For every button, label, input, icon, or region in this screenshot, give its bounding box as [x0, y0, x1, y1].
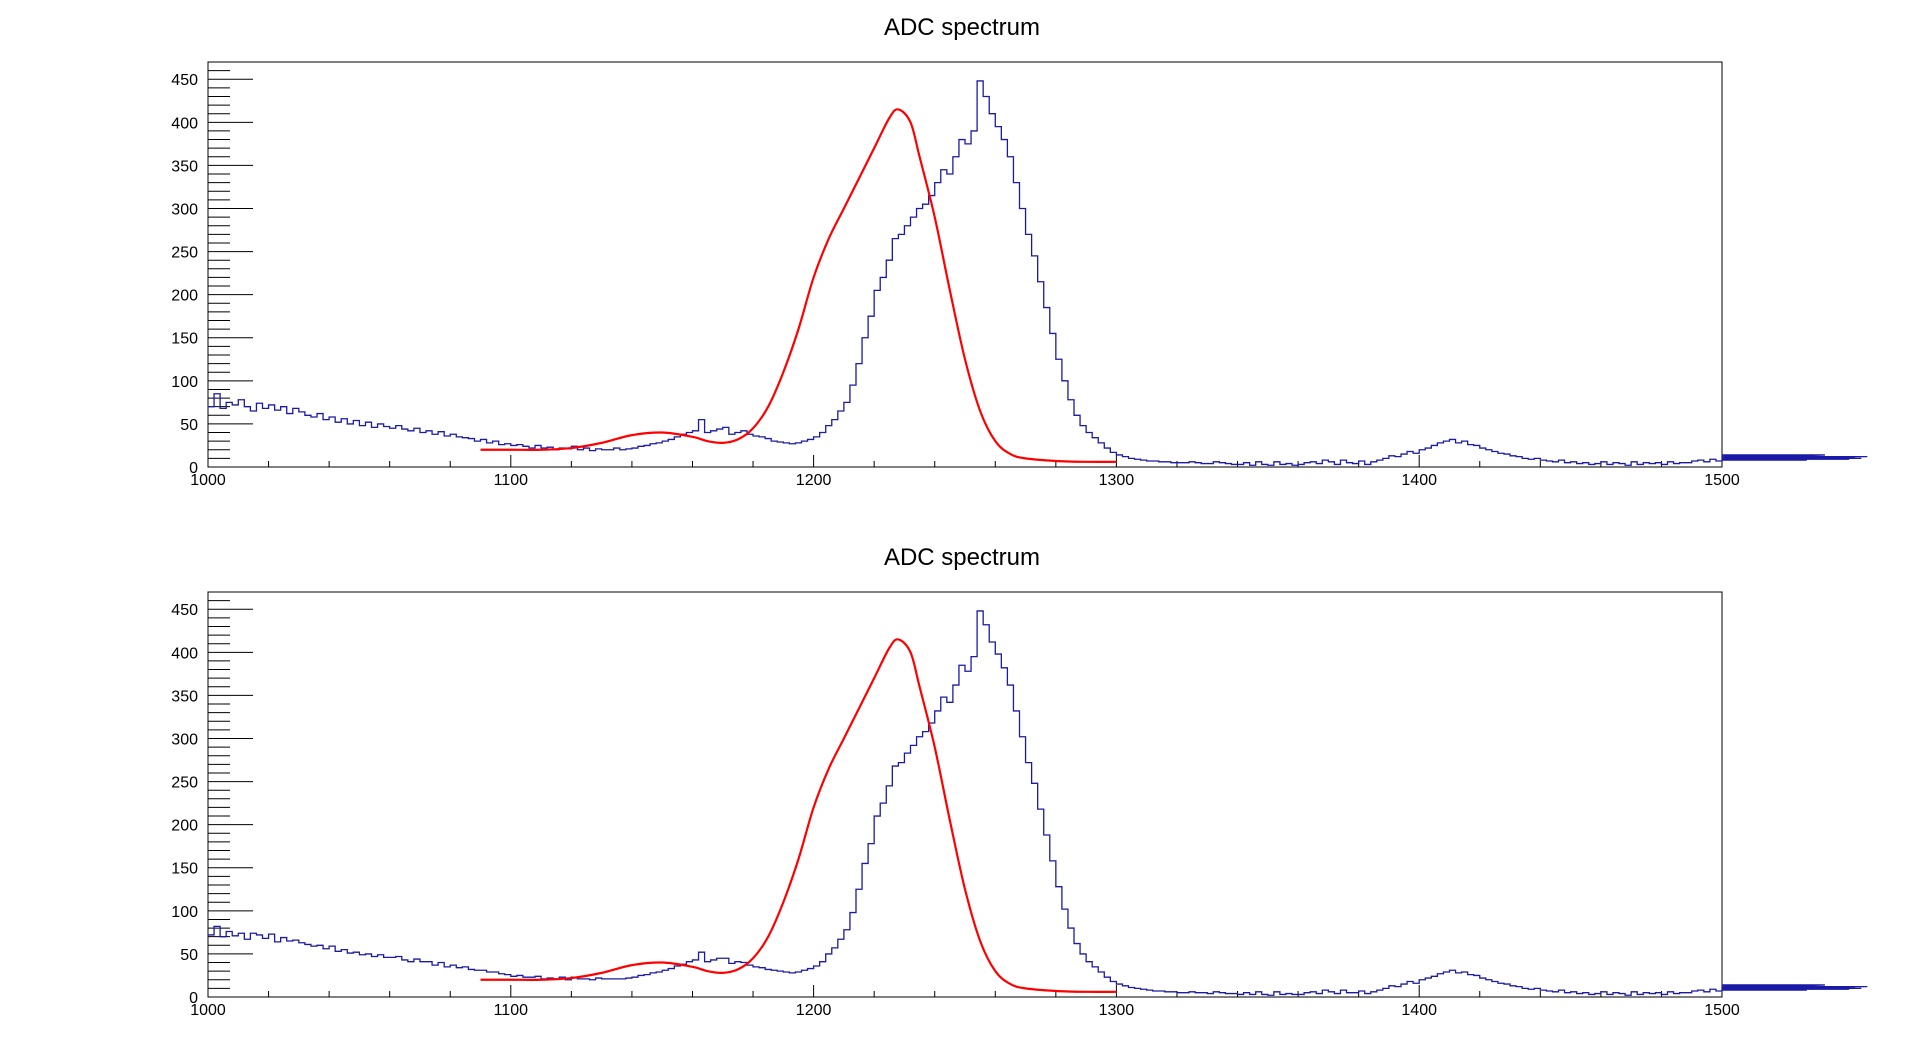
bottom-x-tick-label: 1200 — [796, 1002, 832, 1019]
bottom-y-tick-label: 200 — [171, 818, 198, 835]
top-x-tick-label: 1000 — [190, 472, 226, 489]
bottom-x-tick-label: 1400 — [1401, 1002, 1437, 1019]
top-y-tick-label: 0 — [189, 460, 198, 477]
bottom-y-tick-label: 250 — [171, 775, 198, 792]
top-x-tick-label: 1500 — [1704, 472, 1740, 489]
top-x-tick-label: 1300 — [1099, 472, 1135, 489]
bottom-x-tick-label: 1500 — [1704, 1002, 1740, 1019]
top-y-tick-label: 200 — [171, 288, 198, 305]
top-y-tick-label: 50 — [180, 417, 198, 434]
top-histogram-panel: ADC spectrum 0 50 100 150 200 250 300 350 400 450… — [171, 14, 1868, 489]
bottom-y-tick-label: 400 — [171, 645, 198, 662]
bottom-y-tick-label: 50 — [180, 947, 198, 964]
bottom-x-tick-label: 1000 — [190, 1002, 226, 1019]
top-x-tick-label: 1100 — [494, 472, 529, 489]
top-x-tick-label: 1400 — [1401, 472, 1437, 489]
top-y-tick-label: 450 — [171, 72, 198, 89]
bottom-y-tick-label: 300 — [171, 731, 198, 748]
top-y-tick-label: 400 — [171, 115, 198, 132]
bottom-x-tick-label: 1300 — [1099, 1002, 1135, 1019]
top-x-tick-label: 1200 — [796, 472, 832, 489]
bottom-y-tick-label: 100 — [171, 904, 198, 921]
top-y-tick-label: 100 — [171, 374, 198, 391]
bottom-histogram-line — [208, 610, 1868, 996]
bottom-histogram-panel: ADC spectrum 0 50 100 150 200 250 300 350 400 450… — [171, 544, 1868, 1019]
bottom-fit-curve — [480, 638, 1117, 993]
bottom-x-tick-label: 1100 — [494, 1002, 529, 1019]
bottom-chart-title: ADC spectrum — [884, 544, 1040, 571]
top-y-tick-label: 150 — [171, 331, 198, 348]
top-chart-title: ADC spectrum — [884, 14, 1040, 41]
top-y-tick-label: 350 — [171, 158, 198, 175]
bottom-plot-frame — [207, 591, 1723, 998]
bottom-y-tick-label: 0 — [189, 990, 198, 1007]
bottom-y-tick-label: 350 — [171, 688, 198, 705]
bottom-y-tick-label: 150 — [171, 861, 198, 878]
top-plot-frame — [207, 61, 1723, 468]
top-histogram-line — [208, 80, 1868, 466]
top-y-tick-label: 250 — [171, 245, 198, 262]
top-fit-curve — [480, 108, 1117, 463]
bottom-y-tick-label: 450 — [171, 602, 198, 619]
top-y-tick-label: 300 — [171, 201, 198, 218]
